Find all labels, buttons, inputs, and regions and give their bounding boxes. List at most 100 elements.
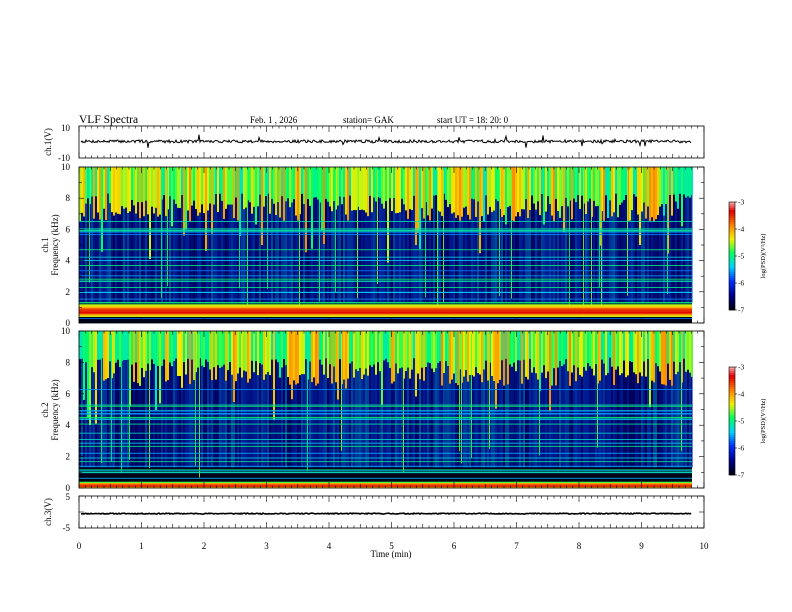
ch1-spectrogram-sferic-column	[597, 167, 599, 206]
ch2-spectrogram-sferic-column	[585, 331, 587, 371]
ch1-spectrogram-sferic-column	[475, 167, 477, 217]
ch2-spectrogram-background-column	[265, 374, 267, 468]
ch1-spectrogram-sferic-column	[173, 167, 175, 200]
ch2-spectrogram-sferic-column	[435, 331, 437, 369]
ch1-spectrogram-background-column	[561, 206, 563, 303]
ch2-spectrogram-background-column	[247, 382, 249, 468]
ch2-spectrogram-sferic-column	[593, 331, 595, 376]
ch1-spectrogram-background-column	[87, 198, 89, 303]
ch1-spectrogram-background-column	[447, 207, 449, 303]
ch2-spectrogram-sferic-column	[133, 331, 135, 382]
ch2-colorbar-segment	[729, 397, 735, 400]
ch1-spectrogram-sferic-column	[463, 167, 465, 208]
ch1-spectrogram-sferic-line	[583, 170, 584, 312]
ch1-spectrogram-background-column	[575, 202, 577, 303]
ch2-spectrogram-sferic-column	[511, 331, 513, 367]
ch2-spectrogram-sferic-column	[315, 331, 317, 386]
ch1-spectrogram-sferic-line	[247, 170, 248, 305]
ch1-spectrogram-ytick-label: 10	[61, 162, 71, 172]
ch2-spectrogram-sferic-column	[399, 331, 401, 369]
ch1-spectrogram-sferic-column	[509, 167, 511, 206]
ch1-spectrogram-sferic-column	[257, 167, 259, 207]
ch1-spectrogram-background-column	[79, 221, 81, 303]
ch2-spectrogram-sferic-column	[153, 331, 155, 364]
ch2-spectrogram-sferic-column	[319, 331, 321, 360]
ch2-spectrogram-background-column	[233, 402, 235, 468]
ch2-spectrogram-sferic-column	[535, 331, 537, 374]
ch1-colorbar: -3 -4 -5 -6 -7 log(PSD)(V²/Hz)	[728, 198, 767, 315]
ch2-spectrogram-sferic-column	[475, 331, 477, 368]
ch1-spectrogram-sferic-column	[379, 167, 381, 198]
x-tick-label: 2	[202, 541, 207, 551]
ch1-spectrogram-sferic-column	[589, 167, 591, 199]
ch2-spectrogram-background-column	[391, 383, 393, 468]
ch1-colorbar-segment	[729, 204, 735, 207]
ch1-spectrogram-tone-line	[79, 249, 692, 251]
ch1-spectrogram-background-column	[523, 209, 525, 303]
ch2-spectrogram-sferic-column	[311, 331, 313, 383]
ch1-spectrogram-sferic-column	[415, 167, 417, 246]
ch1-spectrogram-strong-band	[79, 306, 692, 309]
ch2-spectrogram-background-column	[259, 363, 261, 468]
ch1-spectrogram-sferic-column	[447, 167, 449, 208]
ch2-spectrogram-sferic-column	[409, 331, 411, 379]
ch2-spectrogram-sferic-column	[99, 331, 101, 360]
ch2-spectrogram-sferic-column	[225, 331, 227, 381]
ch2-spectrogram-sferic-column	[181, 331, 183, 388]
ch2-spectrogram-sferic-column	[287, 331, 289, 378]
ch1-spectrogram-background-column	[543, 224, 545, 303]
ch2-spectrogram-background-column	[95, 423, 97, 468]
ch1-spectrogram-background-column	[313, 197, 315, 303]
ch1-spectrogram-background-column	[175, 204, 177, 303]
ch2-spectrogram-background-column	[429, 363, 431, 468]
ch2-colorbar-label: log(PSD)(V²/Hz)	[760, 399, 767, 444]
ch1-colorbar-tick-label: -6	[738, 279, 744, 288]
ch1-spectrogram-background-column	[535, 209, 537, 303]
ch2-colorbar-segment	[729, 435, 735, 438]
ch1-spectrogram-sferic-column	[175, 167, 177, 205]
ch1-spectrogram-background-column	[109, 203, 111, 303]
ch1-waveform-frame	[78, 125, 705, 159]
ch1-spectrogram-sferic-column	[163, 167, 165, 196]
ch2-spectrogram-sferic-column	[167, 331, 169, 381]
ch2-spectrogram-background-column	[381, 404, 383, 468]
ch1-spectrogram-tone-line	[79, 228, 692, 230]
ch2-spectrogram-tone-line	[79, 445, 692, 447]
ch1-spectrogram-sferic-column	[675, 167, 677, 202]
ch1-colorbar-segment	[729, 232, 735, 235]
ch2-spectrogram-background-column	[457, 385, 459, 468]
ch2-spectrogram-sferic-column	[387, 331, 389, 363]
ch2-spectrogram-sferic-column	[81, 331, 83, 359]
ch1-spectrogram-background-column	[503, 215, 505, 303]
ch1-spectrogram-sferic-column	[297, 167, 299, 221]
ch2-spectrogram-sferic-column	[175, 331, 177, 359]
ch1-spectrogram-sferic-column	[547, 167, 549, 197]
ch1-spectrogram-tone-line	[79, 234, 692, 235]
ch1-spectrogram-sferic-column	[185, 167, 187, 230]
ch1-spectrogram-sferic-column	[277, 167, 279, 203]
ch2-spectrogram-background-column	[661, 384, 663, 468]
ch2-spectrogram-background-column	[665, 385, 667, 468]
ch1-spectrogram-background-column	[507, 207, 509, 303]
ch1-spectrogram-background-column	[157, 216, 159, 303]
ch1-spectrogram-sferic-column	[513, 167, 515, 222]
ch1-spectrogram-sferic-column	[685, 167, 687, 198]
ch1-colorbar-tick-label: -5	[738, 252, 744, 261]
ch2-spectrogram-background-column	[531, 372, 533, 468]
ch2-spectrogram-sferic-column	[503, 331, 505, 386]
ch2-spectrogram-sferic-column	[591, 331, 593, 369]
ch2-colorbar-segment	[729, 445, 735, 448]
ch1-spectrogram-background-column	[135, 213, 137, 303]
ch2-spectrogram-tone-line	[79, 410, 692, 412]
ch2-spectrogram-sferic-column	[179, 331, 181, 376]
ch2-spectrogram-sferic-column	[517, 331, 519, 361]
ch1-spectrogram-sferic-column	[279, 167, 281, 218]
ch2-colorbar-segment	[729, 431, 735, 434]
ch2-spectrogram-background-column	[279, 377, 281, 468]
ch2-spectrogram-sferic-column	[177, 331, 179, 376]
ch1-spectrogram-background-column	[541, 194, 543, 303]
ch1-spectrogram-sferic-column	[519, 167, 521, 217]
ch1-spectrogram-strong-band	[79, 310, 692, 312]
ch2-colorbar: -3 -4 -5 -6 -7 log(PSD)(V²/Hz)	[728, 363, 767, 480]
